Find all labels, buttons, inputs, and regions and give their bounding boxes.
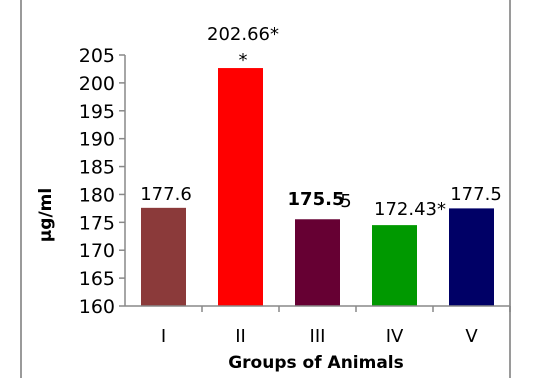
data-label-extra: * [239, 50, 248, 71]
bar [449, 208, 494, 306]
y-tick-label: 205 [79, 45, 115, 67]
y-tick-label: 185 [79, 157, 115, 179]
data-labels: 177.6 202.66* 175.5 172.43*177.5 * 5 [140, 24, 502, 220]
y-tick-label: 200 [79, 73, 115, 95]
data-label-extra: 5 [340, 191, 351, 212]
x-axis: I II III IV V [125, 305, 511, 347]
bar [141, 207, 186, 306]
y-axis: 160 165 170 175 180 185 190 195 200 205 [79, 45, 126, 318]
bar [372, 225, 417, 306]
data-label: 172.43* [374, 199, 446, 220]
y-axis-title: µg/ml [36, 188, 56, 242]
data-label: 175.5 [288, 189, 345, 210]
y-tick-label: 190 [79, 129, 115, 151]
data-label: 177.5 [450, 184, 502, 205]
y-tick-label: 180 [79, 184, 115, 206]
x-tick-label: IV [386, 326, 404, 347]
chart-frame-left-border [20, 0, 22, 378]
y-tick-label: 165 [79, 268, 115, 290]
bar [295, 219, 340, 306]
bars [141, 68, 494, 306]
x-tick-label: V [465, 326, 478, 347]
y-tick-label: 195 [79, 101, 115, 123]
x-tick-label: II [235, 326, 246, 347]
data-label: 202.66* [207, 24, 279, 45]
y-tick-label: 170 [79, 240, 115, 262]
bar [218, 68, 263, 306]
x-axis-title: Groups of Animals [228, 353, 404, 373]
y-tick-label: 160 [79, 296, 115, 318]
y-tick-label: 175 [79, 212, 115, 234]
chart-frame-right-border [509, 0, 511, 378]
x-tick-label: I [161, 326, 166, 347]
data-label: 177.6 [140, 184, 192, 205]
x-tick-label: III [310, 326, 326, 347]
